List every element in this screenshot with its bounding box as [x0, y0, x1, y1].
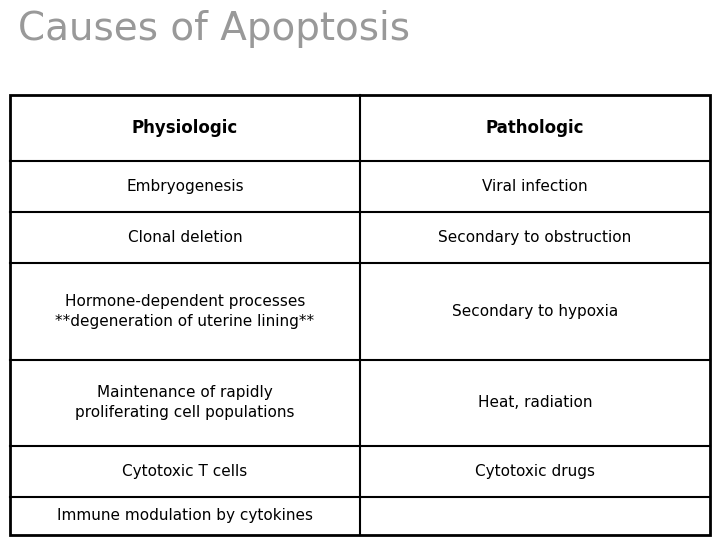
Text: Physiologic: Physiologic: [132, 119, 238, 137]
Text: Causes of Apoptosis: Causes of Apoptosis: [18, 10, 410, 48]
Text: Embryogenesis: Embryogenesis: [126, 179, 244, 194]
Text: Secondary to obstruction: Secondary to obstruction: [438, 230, 631, 245]
Text: Cytotoxic T cells: Cytotoxic T cells: [122, 464, 248, 479]
Text: Immune modulation by cytokines: Immune modulation by cytokines: [57, 509, 313, 523]
Text: Viral infection: Viral infection: [482, 179, 588, 194]
Text: Pathologic: Pathologic: [486, 119, 584, 137]
Text: Heat, radiation: Heat, radiation: [478, 395, 593, 410]
Text: Cytotoxic drugs: Cytotoxic drugs: [475, 464, 595, 479]
Text: Clonal deletion: Clonal deletion: [127, 230, 243, 245]
Text: Secondary to hypoxia: Secondary to hypoxia: [452, 303, 618, 319]
Text: Maintenance of rapidly
proliferating cell populations: Maintenance of rapidly proliferating cel…: [76, 386, 294, 420]
Bar: [10, 95, 710, 535]
Text: Hormone-dependent processes
**degeneration of uterine lining**: Hormone-dependent processes **degenerati…: [55, 294, 315, 328]
